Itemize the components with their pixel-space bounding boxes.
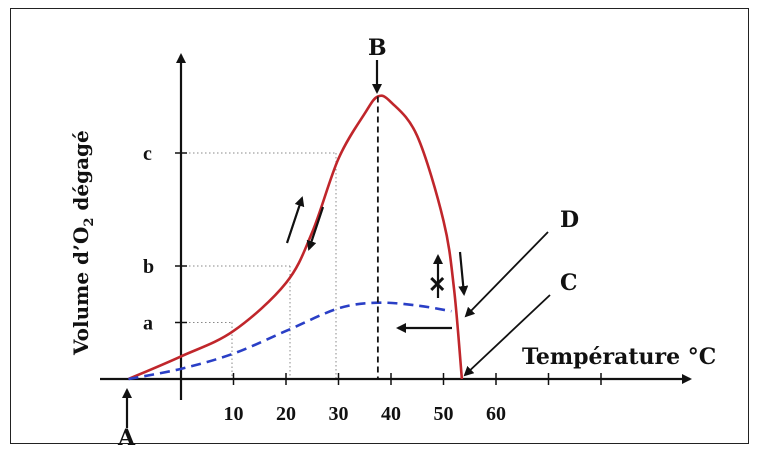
arrow-up-curve	[285, 196, 305, 244]
point-label-c: C	[560, 270, 578, 296]
y-tick-label: c	[143, 143, 152, 165]
x-tick-label: 50	[434, 403, 454, 425]
y-axis-label-main: Volume d’O	[69, 227, 93, 356]
y-axis-label-suffix: dégagé	[69, 130, 93, 217]
annotations	[122, 60, 551, 428]
point-label-a: A	[117, 425, 136, 451]
series-layer	[127, 94, 464, 381]
irreversible-mark: ✕	[428, 272, 446, 298]
y-axis-label-sub: 2	[82, 218, 97, 227]
point-label-d: D	[560, 207, 579, 233]
y-tick-label: b	[143, 256, 154, 278]
axes	[100, 53, 692, 400]
x-tick-label: 20	[276, 403, 296, 425]
series-denatured-curve	[128, 301, 452, 381]
y-axis-label: Volume d’O2 dégagé	[69, 130, 97, 356]
x-tick-label: 40	[381, 403, 401, 425]
figure-frame	[10, 8, 749, 444]
x-tick-label: 30	[329, 403, 349, 425]
arrow-d	[464, 231, 549, 318]
x-tick-label: 10	[224, 403, 244, 425]
arrow-down-right	[458, 251, 469, 296]
arrow-down-curve	[306, 206, 325, 251]
ticks: 10 20 30 40 50 60 a b c	[143, 143, 602, 425]
point-label-b: B	[368, 35, 387, 61]
x-axis-label: Température °C	[522, 344, 716, 370]
series-enzyme-activity-curve	[127, 94, 464, 381]
y-tick-label: a	[143, 313, 153, 335]
arrow-c	[463, 294, 551, 377]
x-tick-label: 60	[486, 403, 506, 425]
